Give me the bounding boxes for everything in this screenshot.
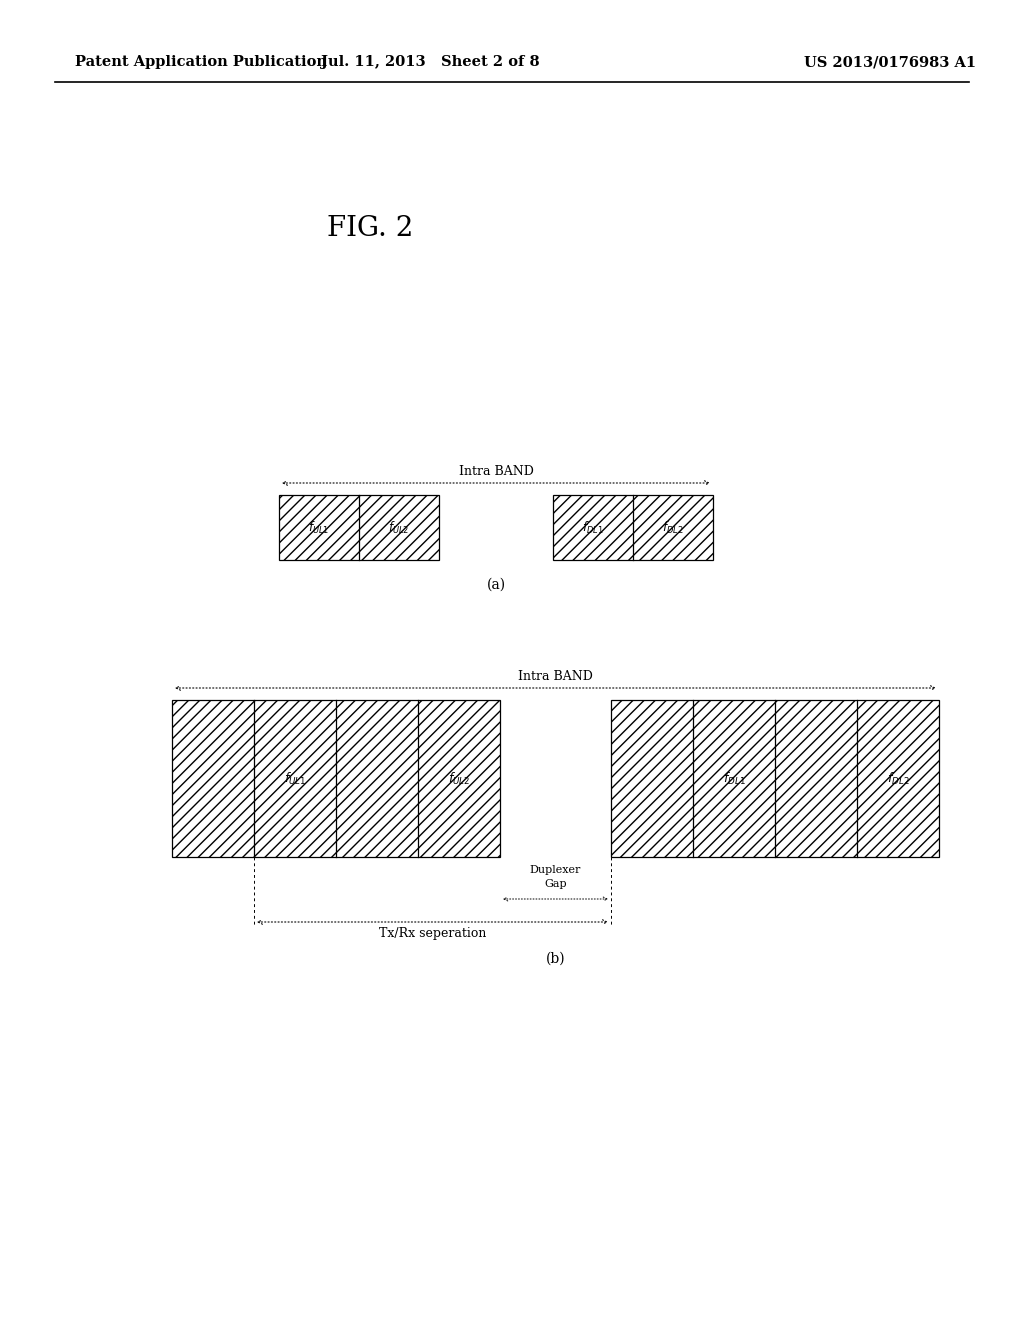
Text: (b): (b) bbox=[546, 952, 565, 966]
Text: (a): (a) bbox=[486, 578, 506, 591]
Text: $f_{UL1}$: $f_{UL1}$ bbox=[308, 520, 330, 536]
Bar bbox=[553, 495, 713, 560]
Text: $f_{DL1}$: $f_{DL1}$ bbox=[723, 771, 745, 787]
Text: Jul. 11, 2013   Sheet 2 of 8: Jul. 11, 2013 Sheet 2 of 8 bbox=[321, 55, 540, 69]
Bar bbox=[279, 495, 439, 560]
Text: Tx/Rx seperation: Tx/Rx seperation bbox=[379, 927, 486, 940]
Text: $f_{DL1}$: $f_{DL1}$ bbox=[583, 520, 604, 536]
Text: Intra BAND: Intra BAND bbox=[518, 671, 593, 682]
Bar bbox=[172, 700, 500, 857]
Text: $f_{DL2}$: $f_{DL2}$ bbox=[887, 771, 909, 787]
Text: $f_{DL2}$: $f_{DL2}$ bbox=[663, 520, 684, 536]
Text: $f_{UL2}$: $f_{UL2}$ bbox=[447, 771, 470, 787]
Text: Duplexer: Duplexer bbox=[529, 865, 582, 875]
Bar bbox=[611, 700, 939, 857]
Text: FIG. 2: FIG. 2 bbox=[327, 215, 414, 242]
Text: Intra BAND: Intra BAND bbox=[459, 465, 534, 478]
Text: $f_{UL2}$: $f_{UL2}$ bbox=[388, 520, 410, 536]
Text: Gap: Gap bbox=[544, 879, 567, 888]
Text: Patent Application Publication: Patent Application Publication bbox=[75, 55, 327, 69]
Text: US 2013/0176983 A1: US 2013/0176983 A1 bbox=[804, 55, 976, 69]
Text: $f_{UL1}$: $f_{UL1}$ bbox=[284, 771, 306, 787]
